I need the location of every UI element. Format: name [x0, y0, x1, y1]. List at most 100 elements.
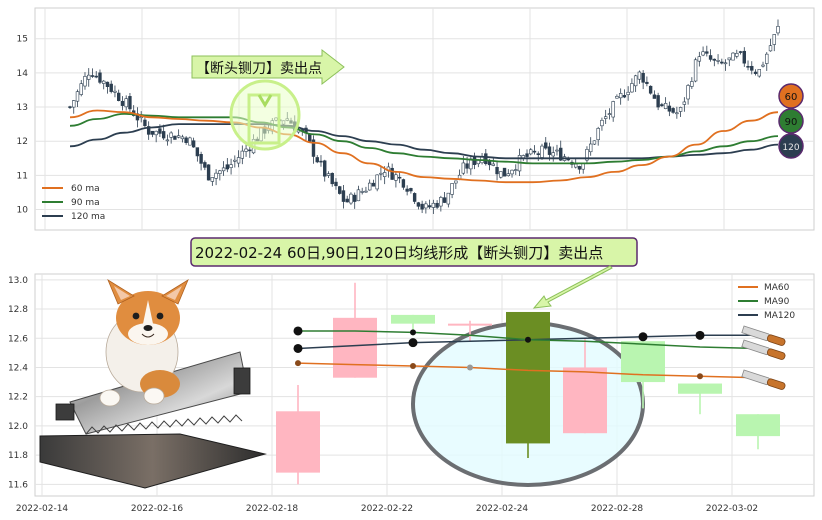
legend-label-90ma: 90 ma — [71, 198, 100, 208]
detail-ma120-marker — [408, 338, 418, 348]
overview-candle-body — [315, 157, 319, 163]
overview-ma90-line — [69, 112, 779, 165]
detail-x-tick-label: 2022-02-24 — [476, 504, 529, 514]
badge-ma60-label: 60 — [785, 92, 798, 103]
overview-candle-body — [716, 60, 720, 62]
overview-candle-body — [615, 96, 619, 99]
overview-candle-body — [203, 162, 207, 168]
overview-candle-body — [184, 137, 188, 143]
knife-icon — [741, 325, 786, 346]
detail-candle-body — [333, 317, 377, 378]
overview-candle-body — [596, 128, 600, 141]
overview-candle-body — [412, 193, 417, 202]
detail-y-tick-label: 11.8 — [8, 451, 28, 461]
legend-label-MA60: MA60 — [764, 283, 790, 293]
overview-candle-body — [367, 182, 372, 191]
overview-candle-body — [742, 50, 746, 64]
overview-candle-body — [690, 81, 694, 87]
detail-x-tick-label: 2022-02-22 — [361, 504, 413, 514]
overview-highlight-arrow — [257, 94, 273, 108]
overview-candle-body — [723, 62, 728, 65]
overview-candle-body — [102, 80, 106, 84]
overview-candle-body — [540, 145, 544, 158]
legend-label-60ma: 60 ma — [71, 184, 100, 194]
overview-candle-body — [536, 153, 540, 155]
overview-candle-body — [660, 104, 664, 107]
overview-candle-body — [139, 116, 143, 119]
overview-candle-body — [446, 192, 451, 205]
overview-candle-body — [768, 45, 773, 52]
overview-candle-body — [221, 167, 226, 172]
overview-candle-body — [349, 193, 353, 204]
overview-candle-body — [630, 83, 634, 93]
overview-candle-body — [233, 159, 237, 162]
detail-x-tick-label: 2022-02-18 — [246, 504, 299, 514]
detail-legend: MA60 MA90 MA120 — [738, 283, 795, 321]
overview-candle-body — [671, 108, 675, 113]
detail-candle-body — [563, 367, 607, 434]
overview-candle-body — [499, 171, 503, 178]
overview-candle-body — [382, 172, 387, 177]
detail-candle-body — [678, 383, 722, 394]
overview-candle-body — [435, 202, 439, 208]
overview-candle-body — [248, 149, 252, 152]
overview-candle-body — [375, 174, 379, 190]
overview-candle-body — [345, 198, 349, 203]
overview-candle-body — [424, 203, 428, 209]
overview-candle-body — [461, 162, 466, 174]
overview-candle-body — [188, 137, 192, 146]
overview-candle-body — [371, 182, 376, 187]
overview-candle-body — [98, 72, 102, 83]
overview-candle-body — [176, 135, 181, 138]
overview-gridlines — [35, 8, 814, 230]
detail-y-tick-label: 11.6 — [8, 480, 28, 490]
overview-candle-body — [83, 76, 87, 87]
overview-candle-body — [705, 51, 709, 54]
detail-y-tick-label: 13.0 — [8, 276, 28, 286]
overview-candle-body — [244, 148, 248, 152]
overview-candle-body — [394, 174, 398, 181]
overview-candle-body — [757, 69, 761, 77]
overview-candle-body — [431, 202, 436, 208]
detail-y-tick-label: 12.0 — [8, 422, 28, 432]
overview-candle-body — [206, 164, 211, 181]
detail-ma60-line — [297, 362, 759, 379]
badge-ma90-label: 90 — [785, 117, 798, 128]
overview-candle-body — [495, 167, 499, 175]
detail-ma120-marker — [695, 330, 705, 340]
overview-candle-body — [90, 75, 95, 77]
overview-candle-body — [514, 169, 518, 171]
overview-candle-body — [622, 95, 627, 98]
overview-candle-body — [158, 128, 162, 134]
overview-candle-body — [678, 107, 683, 112]
overview-candle-body — [427, 205, 432, 208]
overview-candle-body — [143, 119, 147, 127]
overview-candle-body — [697, 56, 702, 62]
knife-icons — [741, 325, 786, 390]
overview-candle-body — [360, 191, 364, 193]
detail-candle-body — [736, 414, 780, 437]
overview-candle-body — [772, 34, 776, 45]
detail-x-axis: 2022-02-14 2022-02-16 2022-02-18 2022-02-22… — [16, 504, 758, 514]
detail-ma120-marker — [638, 332, 648, 342]
badge-ma120-label: 120 — [782, 143, 799, 153]
overview-candle-body — [592, 140, 597, 145]
overview-candle-body — [379, 172, 383, 175]
overview-candle-body — [693, 59, 698, 82]
overview-candle-body — [128, 96, 132, 110]
detail-y-tick-label: 12.6 — [8, 334, 28, 344]
overview-candle-body — [109, 83, 113, 92]
overview-candle-body — [551, 152, 555, 157]
overview-candle-body — [555, 149, 559, 152]
overview-candle-body — [633, 75, 638, 87]
overview-candle-body — [532, 150, 537, 153]
overview-candle-body — [442, 197, 447, 203]
overview-candle-body — [225, 164, 230, 170]
overview-candle-body — [656, 95, 660, 108]
detail-y-axis: 11.6 11.8 12.0 12.2 12.4 12.6 12.8 13.0 — [8, 276, 28, 490]
overview-candle-body — [607, 113, 612, 115]
overview-candle-body — [124, 98, 128, 108]
overview-candle-body — [390, 167, 394, 180]
detail-pointer-arrow — [532, 265, 613, 309]
overview-candle-body — [765, 53, 769, 64]
